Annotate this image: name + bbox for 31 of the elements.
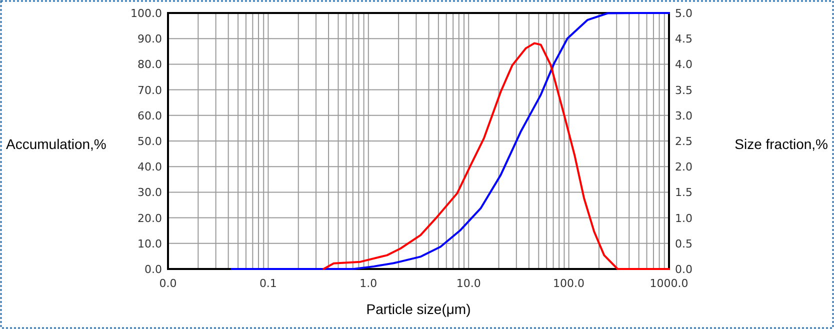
y-tick-label: 40.0 [138,160,162,174]
y2-tick-label: 4.5 [675,32,692,46]
y-tick-label: 70.0 [138,84,162,97]
y-tick-label: 80.0 [138,58,162,72]
y2-tick-label: 1.5 [675,186,692,200]
y-tick-label: 60.0 [138,109,162,122]
x-tick-label: 1000.0 [650,277,688,290]
y2-tick-label: 0.0 [675,263,692,276]
y-tick-label: 50.0 [138,135,162,148]
y2-tick-label: 3.5 [675,84,692,97]
y2-tick-label: 1.0 [675,212,692,225]
x-axis-title: Particle size(μm) [366,301,471,317]
x-tick-label: 10.0 [456,277,481,290]
y2-tick-label: 2.5 [675,135,692,148]
x-tick-label: 0.0 [159,277,177,290]
y-tick-label: 0.0 [144,263,162,276]
x-tick-label: 0.1 [259,277,277,290]
y-tick-label: 100.0 [130,7,162,20]
y2-tick-label: 4.0 [675,58,692,72]
y-tick-label: 30.0 [138,186,162,200]
x-tick-label: 100.0 [553,277,585,290]
y-tick-label: 10.0 [138,237,162,250]
y-tick-label: 20.0 [138,212,162,225]
y2-tick-label: 0.5 [675,237,692,250]
y-tick-label: 90.0 [138,32,162,46]
x-tick-label: 1.0 [360,277,378,290]
y2-axis-title: Size fraction,% [734,136,828,152]
y-axis-title: Accumulation,% [6,136,106,152]
y2-tick-label: 5.0 [675,7,692,20]
y2-tick-label: 2.0 [675,160,692,174]
y2-tick-label: 3.0 [675,109,692,122]
